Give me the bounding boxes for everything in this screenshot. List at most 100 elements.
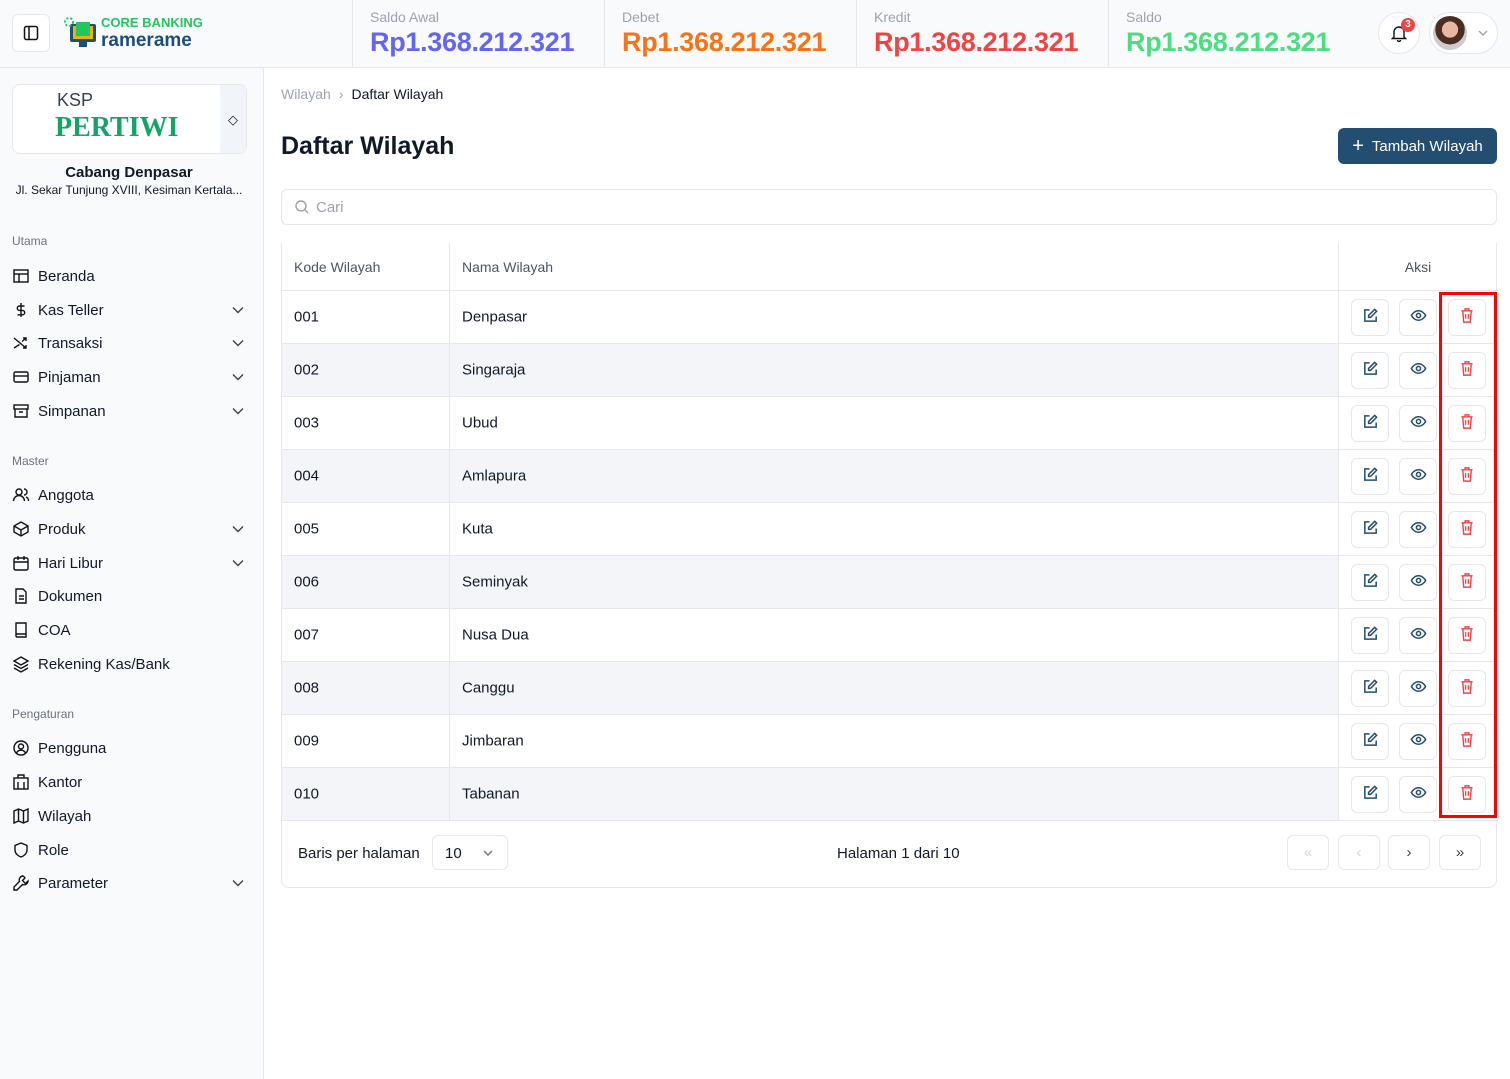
delete-button[interactable] [1448, 670, 1486, 707]
edit-button[interactable] [1351, 511, 1389, 548]
sidebar-item-label: Beranda [38, 267, 95, 285]
sidebar-item-kas-teller[interactable]: Kas Teller [12, 297, 252, 323]
chevron-down-icon [483, 850, 493, 856]
sidebar-item-label: Kas Teller [38, 301, 104, 319]
notification-button[interactable]: 3 [1378, 12, 1420, 54]
sidebar-item-label: Pengguna [38, 739, 107, 757]
view-button[interactable] [1399, 299, 1437, 336]
app-logo: CORE BANKING ramerame [64, 14, 214, 54]
switch-icon[interactable]: ◇ [220, 85, 246, 153]
edit-button[interactable] [1351, 670, 1389, 707]
add-label: Tambah Wilayah [1371, 137, 1483, 155]
delete-button[interactable] [1448, 564, 1486, 601]
nama-cell: Kuta [462, 520, 493, 538]
home-icon [12, 267, 30, 285]
wilayah-table: Kode Wilayah Nama Wilayah Aksi 001 Denpas… [281, 243, 1498, 888]
sidebar-item-simpanan[interactable]: Simpanan [12, 398, 252, 424]
archive-icon [12, 402, 30, 420]
first-page-button[interactable]: « [1287, 835, 1329, 870]
edit-button[interactable] [1351, 405, 1389, 442]
view-button[interactable] [1399, 511, 1437, 548]
nama-cell: Jimbaran [462, 732, 524, 750]
sidebar-item-role[interactable]: Role [12, 837, 252, 863]
next-page-button[interactable]: › [1388, 835, 1430, 870]
table-row: 005 Kuta [282, 503, 1498, 556]
view-button[interactable] [1399, 405, 1437, 442]
delete-button[interactable] [1448, 458, 1486, 495]
plus-icon: + [1352, 135, 1364, 157]
sidebar-item-kantor[interactable]: Kantor [12, 769, 252, 795]
sidebar-item-transaksi[interactable]: Transaksi [12, 330, 252, 356]
edit-icon [1362, 413, 1379, 434]
chevron-down-icon [1478, 30, 1488, 36]
sidebar-item-pinjaman[interactable]: Pinjaman [12, 364, 252, 390]
sidebar-item-hari-libur[interactable]: Hari Libur [12, 550, 252, 576]
delete-button[interactable] [1448, 299, 1486, 336]
search-input[interactable]: Cari [281, 189, 1497, 225]
delete-button[interactable] [1448, 352, 1486, 389]
edit-button[interactable] [1351, 299, 1389, 336]
edit-button[interactable] [1351, 458, 1389, 495]
sidebar-item-label: Parameter [38, 874, 109, 892]
sidebar-item-pengguna[interactable]: Pengguna [12, 735, 252, 761]
delete-button[interactable] [1448, 776, 1486, 813]
organization-switcher[interactable]: KSP PERTIWI ◇ [12, 84, 247, 154]
prev-page-button[interactable]: ‹ [1338, 835, 1380, 870]
view-button[interactable] [1399, 352, 1437, 389]
edit-icon [1362, 678, 1379, 699]
trash-icon [1459, 307, 1475, 328]
stat-label: Saldo [1126, 9, 1162, 25]
kode-cell: 001 [294, 308, 320, 326]
table-row: 001 Denpasar [282, 291, 1498, 344]
delete-button[interactable] [1448, 617, 1486, 654]
sidebar-item-label: Dokumen [38, 587, 103, 605]
rows-per-page-select[interactable]: 10 [432, 835, 508, 870]
delete-button[interactable] [1448, 723, 1486, 760]
col-kode: Kode Wilayah [294, 258, 381, 275]
view-button[interactable] [1399, 723, 1437, 760]
edit-button[interactable] [1351, 776, 1389, 813]
package-icon [12, 520, 30, 538]
eye-icon [1410, 413, 1427, 434]
sidebar-item-dokumen[interactable]: Dokumen [12, 583, 252, 609]
stat-label: Saldo Awal [370, 9, 440, 25]
edit-button[interactable] [1351, 564, 1389, 601]
edit-button[interactable] [1351, 723, 1389, 760]
file-icon [12, 587, 30, 605]
sidebar-item-label: Hari Libur [38, 554, 104, 572]
view-button[interactable] [1399, 564, 1437, 601]
chevron-down-icon [232, 560, 244, 567]
last-page-button[interactable]: » [1439, 835, 1481, 870]
sidebar-item-rekening-kas-bank[interactable]: Rekening Kas/Bank [12, 651, 252, 677]
sidebar-item-produk[interactable]: Produk [12, 516, 252, 542]
sidebar-item-anggota[interactable]: Anggota [12, 482, 252, 508]
sidebar-toggle-button[interactable] [12, 14, 50, 52]
shield-icon [12, 841, 30, 859]
view-button[interactable] [1399, 670, 1437, 707]
sidebar-item-coa[interactable]: COA [12, 617, 252, 643]
eye-icon [1410, 307, 1427, 328]
view-button[interactable] [1399, 617, 1437, 654]
sidebar-item-beranda[interactable]: Beranda [12, 263, 252, 289]
eye-icon [1410, 731, 1427, 752]
user-menu[interactable] [1429, 12, 1498, 54]
chevron-down-icon [232, 374, 244, 381]
add-wilayah-button[interactable]: + Tambah Wilayah [1338, 128, 1497, 164]
delete-button[interactable] [1448, 405, 1486, 442]
sidebar-item-parameter[interactable]: Parameter [12, 870, 252, 896]
edit-button[interactable] [1351, 352, 1389, 389]
view-button[interactable] [1399, 776, 1437, 813]
sidebar-item-label: Kantor [38, 773, 83, 791]
sidebar-item-wilayah[interactable]: Wilayah [12, 803, 252, 829]
stat-card: Debet Rp1.368.212.321 [604, 0, 856, 67]
delete-button[interactable] [1448, 511, 1486, 548]
edit-button[interactable] [1351, 617, 1389, 654]
table-row: 006 Seminyak [282, 556, 1498, 609]
sidebar [0, 68, 264, 1079]
breadcrumb-parent[interactable]: Wilayah [281, 86, 331, 102]
sidebar-section-label: Utama [12, 234, 48, 248]
kode-cell: 007 [294, 626, 320, 644]
stat-label: Kredit [874, 9, 911, 25]
eye-icon [1410, 360, 1427, 381]
view-button[interactable] [1399, 458, 1437, 495]
